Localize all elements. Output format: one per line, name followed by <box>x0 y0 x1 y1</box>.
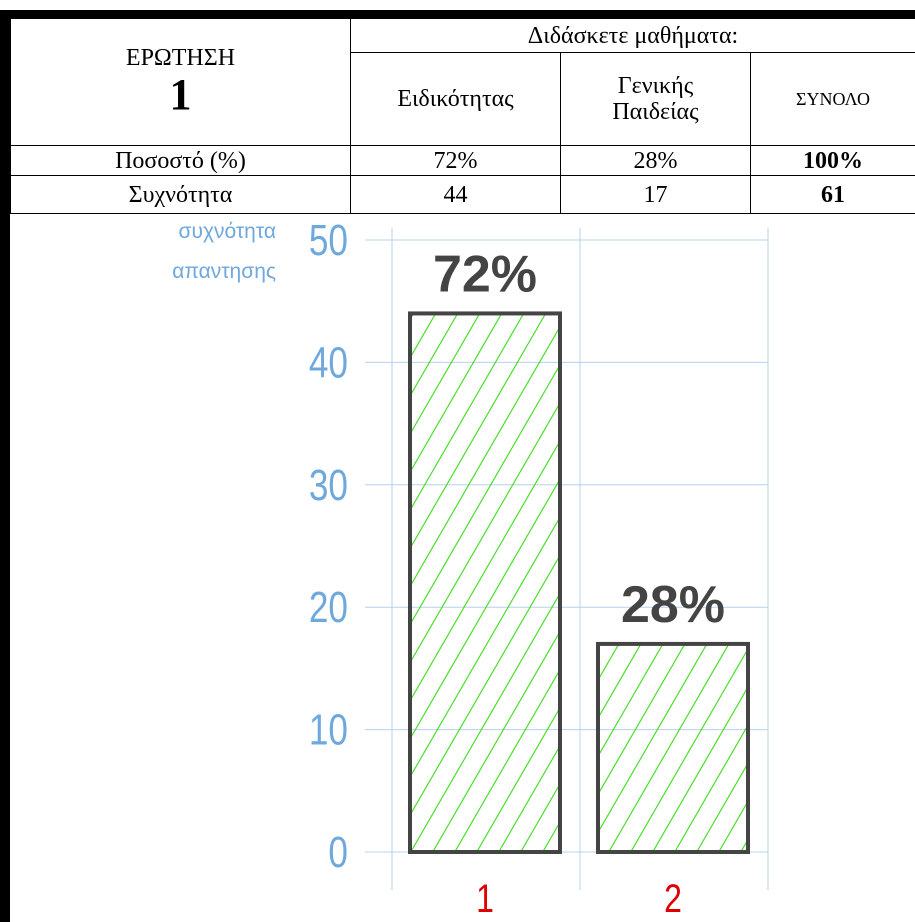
row-label: Συχνότητα <box>10 175 351 214</box>
x-tick-label: 2 <box>664 876 682 921</box>
question-cell: ΕΡΩΤΗΣΗ 1 <box>10 18 351 146</box>
y-axis-label: απαντησης <box>172 260 276 283</box>
y-tick-label: 40 <box>309 339 348 388</box>
y-axis-label: συχνότητα <box>179 220 276 243</box>
cell: 72% <box>350 145 561 176</box>
column-header: Γενικής Παιδείας <box>560 52 751 146</box>
cell: 100% <box>749 145 915 176</box>
column-header-text: Γενικής Παιδείας <box>612 73 699 125</box>
cell: 44 <box>350 175 561 214</box>
cell: 17 <box>560 175 751 214</box>
border <box>0 10 915 18</box>
cell: 61 <box>749 175 915 214</box>
question-number: 1 <box>169 70 192 119</box>
y-tick-label: 20 <box>309 584 348 633</box>
y-tick-label: 50 <box>309 216 348 265</box>
border <box>0 10 10 922</box>
y-tick-label: 30 <box>309 461 348 510</box>
x-tick-label: 1 <box>476 876 494 921</box>
value-label: 28% <box>621 576 725 634</box>
value-label: 72% <box>433 245 537 303</box>
row-label: Ποσοστό (%) <box>10 145 351 176</box>
column-header: ΣΥΝΟΛΟ <box>749 52 915 146</box>
table: ΕΡΩΤΗΣΗ 1 Διδάσκετε μαθήματα: Ειδικότητας… <box>10 18 915 214</box>
y-tick-label: 0 <box>328 828 348 877</box>
y-tick-label: 10 <box>309 706 348 755</box>
bar <box>596 641 750 854</box>
group-header: Διδάσκετε μαθήματα: <box>349 18 915 53</box>
question-label: ΕΡΩΤΗΣΗ <box>125 45 236 71</box>
bar <box>408 311 562 854</box>
